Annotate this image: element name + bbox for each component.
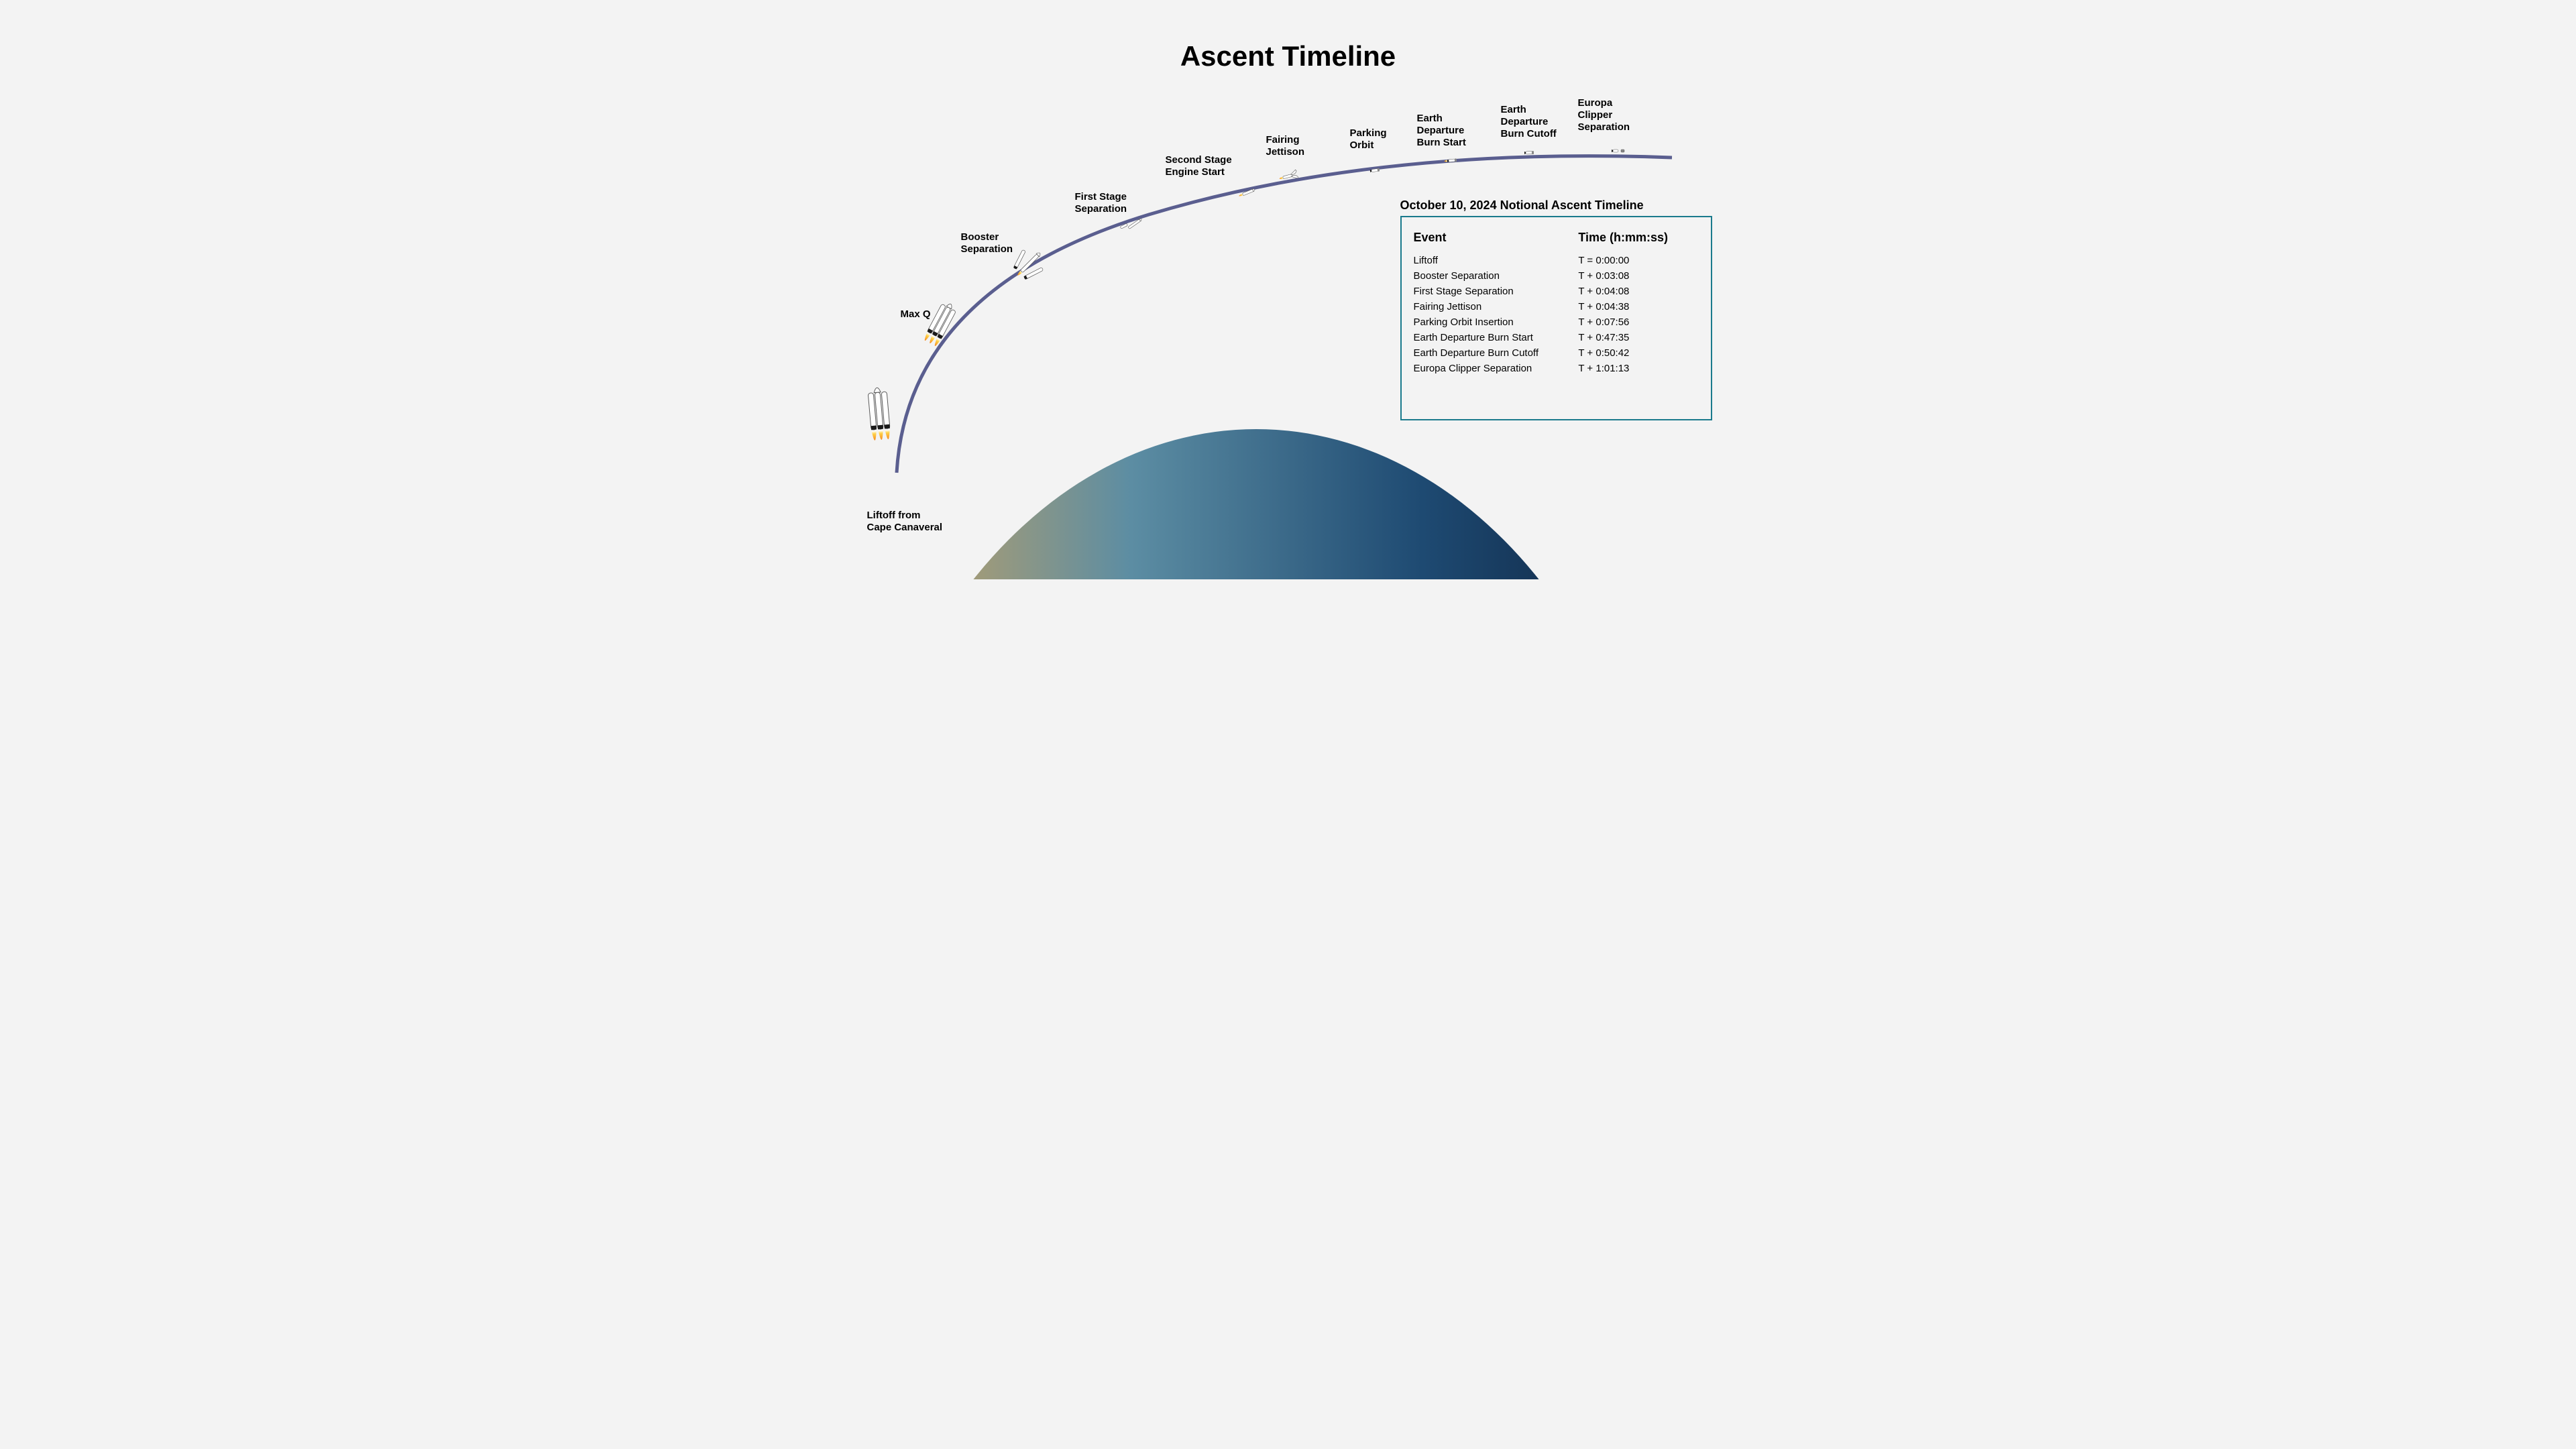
earth-horizon [840, 429, 1672, 579]
cell-event: Earth Departure Burn Cutoff [1414, 345, 1579, 361]
cell-event: Fairing Jettison [1414, 299, 1579, 314]
table-row: Europa Clipper SeparationT + 1:01:13 [1414, 361, 1699, 376]
timeline-box: Event Time (h:mm:ss) LiftoffT = 0:00:00B… [1400, 216, 1712, 420]
cell-event: Europa Clipper Separation [1414, 361, 1579, 376]
rocket-liftoff [867, 387, 891, 441]
cell-time: T + 0:47:35 [1578, 330, 1698, 345]
table-row: Parking Orbit InsertionT + 0:07:56 [1414, 314, 1699, 330]
rocket-edbc [1524, 151, 1533, 154]
col-event: Event [1414, 228, 1579, 253]
cell-time: T + 1:01:13 [1578, 361, 1698, 376]
rocket-maxq [923, 300, 958, 347]
rocket-parking [1369, 168, 1380, 173]
timeline-box-title: October 10, 2024 Notional Ascent Timelin… [1400, 198, 1644, 213]
rocket-ecs [1612, 150, 1624, 152]
label-fairing: Fairing Jettison [1266, 134, 1305, 158]
label-first: First Stage Separation [1075, 191, 1127, 215]
label-ecs: Europa Clipper Separation [1578, 97, 1630, 133]
rocket-edbs [1444, 158, 1457, 163]
table-row: Booster SeparationT + 0:03:08 [1414, 268, 1699, 284]
cell-event: Booster Separation [1414, 268, 1579, 284]
label-edbs: Earth Departure Burn Start [1417, 113, 1466, 149]
table-row: Earth Departure Burn StartT + 0:47:35 [1414, 330, 1699, 345]
cell-time: T + 0:07:56 [1578, 314, 1698, 330]
cell-time: T = 0:00:00 [1578, 253, 1698, 268]
label-maxq: Max Q [901, 308, 931, 321]
page-title: Ascent Timeline [773, 40, 1803, 72]
label-second: Second Stage Engine Start [1166, 154, 1232, 178]
cell-time: T + 0:03:08 [1578, 268, 1698, 284]
rocket-fairing [1278, 170, 1298, 183]
label-edbc: Earth Departure Burn Cutoff [1501, 104, 1557, 140]
ascent-timeline-diagram: Ascent Timeline Liftoff from Cape Canave… [773, 0, 1803, 579]
cell-event: First Stage Separation [1414, 284, 1579, 299]
rocket-first [1119, 214, 1141, 233]
rocket-second [1238, 188, 1255, 198]
label-liftoff: Liftoff from Cape Canaveral [867, 510, 943, 534]
col-time: Time (h:mm:ss) [1578, 228, 1698, 253]
rocket-booster [1007, 243, 1050, 286]
cell-time: T + 0:04:08 [1578, 284, 1698, 299]
timeline-table: Event Time (h:mm:ss) LiftoffT = 0:00:00B… [1414, 228, 1699, 376]
cell-time: T + 0:04:38 [1578, 299, 1698, 314]
table-row: Earth Departure Burn CutoffT + 0:50:42 [1414, 345, 1699, 361]
cell-time: T + 0:50:42 [1578, 345, 1698, 361]
label-booster: Booster Separation [961, 231, 1013, 255]
table-row: First Stage SeparationT + 0:04:08 [1414, 284, 1699, 299]
cell-event: Earth Departure Burn Start [1414, 330, 1579, 345]
label-parking: Parking Orbit [1350, 127, 1387, 152]
cell-event: Liftoff [1414, 253, 1579, 268]
table-row: Fairing JettisonT + 0:04:38 [1414, 299, 1699, 314]
table-row: LiftoffT = 0:00:00 [1414, 253, 1699, 268]
cell-event: Parking Orbit Insertion [1414, 314, 1579, 330]
